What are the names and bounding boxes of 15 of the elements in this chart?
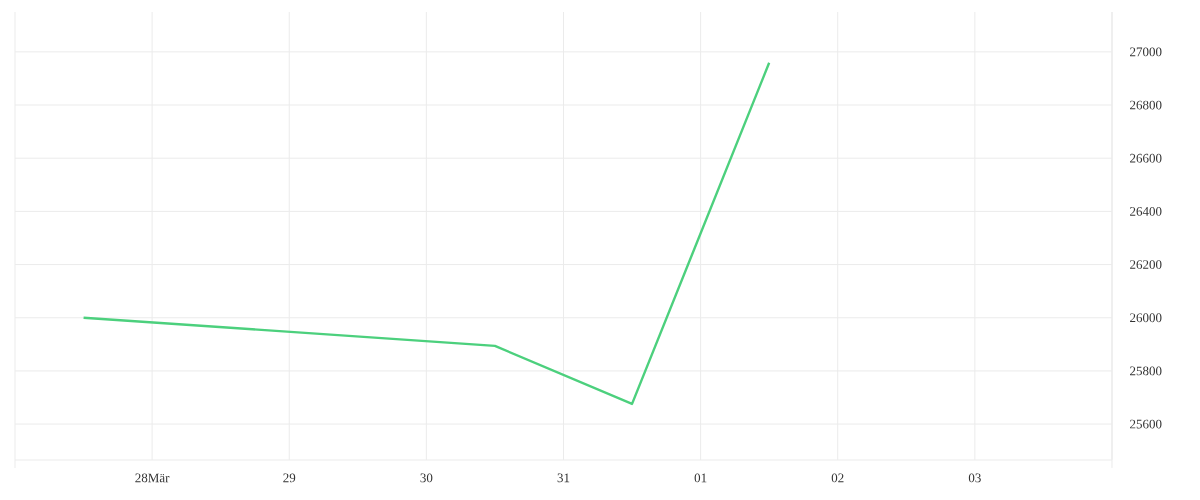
y-tick-label: 27000 xyxy=(1130,47,1162,57)
y-tick-label: 25800 xyxy=(1130,366,1162,376)
y-tick-label: 25600 xyxy=(1130,419,1162,429)
y-tick-label: 26200 xyxy=(1130,260,1162,269)
x-tick-label: 31 xyxy=(557,473,570,483)
x-tick-label: 01 xyxy=(694,473,707,483)
y-tick-label: 26600 xyxy=(1130,153,1162,163)
y-tick-label: 26800 xyxy=(1130,100,1162,110)
y-tick-label: 26400 xyxy=(1130,207,1162,216)
x-tick-label: 02 xyxy=(831,473,844,483)
x-tick-label: 29 xyxy=(283,473,296,483)
x-tick-label: 28Mär xyxy=(135,473,170,483)
x-tick-label: 03 xyxy=(968,473,981,483)
x-tick-label: 30 xyxy=(420,473,433,483)
y-tick-label: 26000 xyxy=(1130,313,1162,323)
